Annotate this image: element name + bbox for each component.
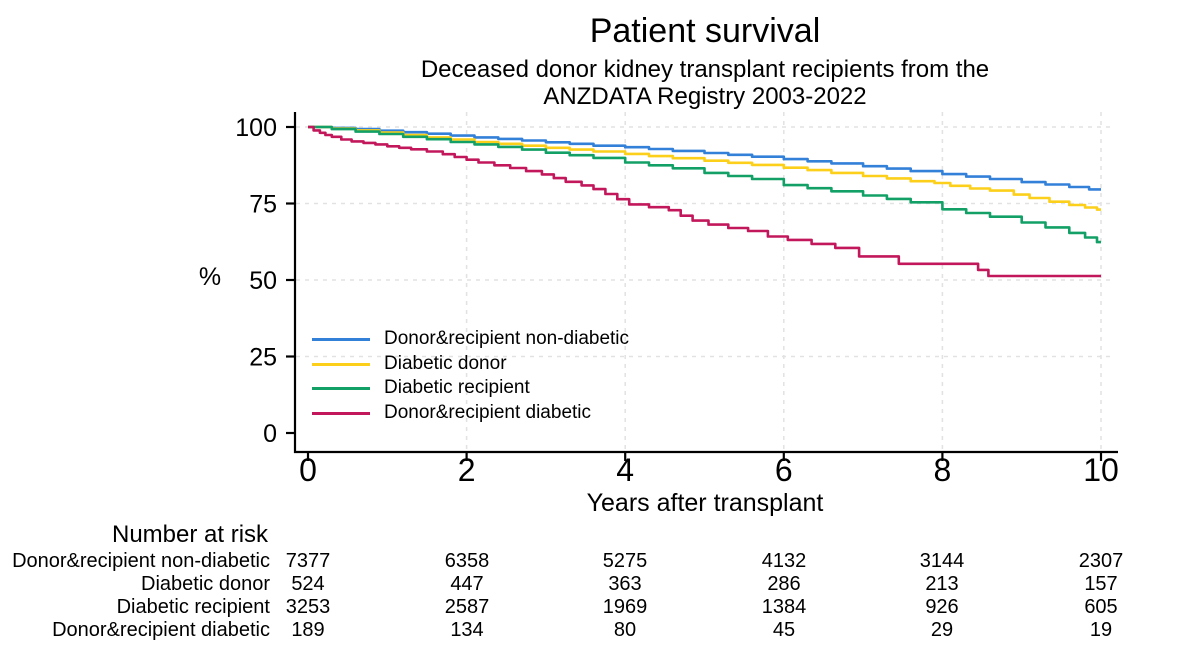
x-tick-label-8: 8 [934, 452, 952, 488]
risk-count: 6358 [444, 550, 490, 572]
risk-count: 4132 [761, 550, 807, 572]
risk-count: 447 [450, 573, 484, 595]
x-tick-label-6: 6 [775, 452, 793, 488]
risk-count: 7377 [285, 550, 331, 572]
chart-subtitle-line-2: ANZDATA Registry 2003-2022 [543, 83, 867, 110]
risk-table-row-both-diabetic: Donor&recipient diabetic 189 134 80 45 2… [0, 619, 1200, 642]
legend-label: Diabetic recipient [384, 377, 530, 398]
risk-count: 3144 [919, 550, 965, 572]
legend-item-non-diabetic: Donor&recipient non-diabetic [312, 328, 629, 350]
risk-table-row-non-diabetic: Donor&recipient non-diabetic 7377 6358 5… [0, 550, 1200, 573]
chart-subtitle: Deceased donor kidney transplant recipie… [205, 56, 1200, 110]
legend-item-diabetic-recipient: Diabetic recipient [312, 377, 530, 399]
survival-curve-diabetic_recipient [308, 125, 1101, 244]
risk-count: 1384 [761, 596, 807, 618]
risk-row-label: Donor&recipient non-diabetic [12, 550, 270, 572]
x-tick-label-10: 10 [1083, 452, 1119, 488]
risk-count: 29 [930, 619, 954, 641]
risk-count: 2307 [1078, 550, 1124, 572]
legend-line-swatch-yellow [312, 362, 370, 366]
y-tick-label-100: 100 [235, 114, 277, 142]
risk-table-header: Number at risk [112, 521, 269, 548]
risk-row-label: Diabetic donor [141, 573, 270, 595]
risk-count: 926 [925, 596, 959, 618]
legend-label: Diabetic donor [384, 353, 507, 374]
risk-count: 157 [1084, 573, 1118, 595]
risk-count: 363 [608, 573, 642, 595]
legend-label: Donor&recipient diabetic [384, 402, 592, 423]
legend-item-both-diabetic: Donor&recipient diabetic [312, 402, 591, 424]
risk-count: 2587 [444, 596, 490, 618]
risk-row-label: Donor&recipient diabetic [52, 619, 270, 641]
risk-count: 5275 [602, 550, 648, 572]
risk-count: 80 [613, 619, 637, 641]
risk-count: 189 [291, 619, 325, 641]
risk-count: 286 [767, 573, 801, 595]
y-tick-label-25: 25 [249, 344, 277, 372]
risk-table-row-diabetic-donor: Diabetic donor 524 447 363 286 213 157 [0, 573, 1200, 596]
x-tick-label-2: 2 [458, 452, 476, 488]
x-tick-label-4: 4 [616, 452, 634, 488]
y-tick-label-50: 50 [249, 267, 277, 295]
legend-line-swatch-green [312, 386, 370, 390]
y-tick-label-0: 0 [263, 420, 277, 448]
y-axis-title: % [198, 263, 222, 291]
chart-title: Patient survival [589, 12, 821, 50]
risk-row-label: Diabetic recipient [116, 596, 270, 618]
risk-count: 605 [1084, 596, 1118, 618]
risk-count: 134 [450, 619, 484, 641]
risk-count: 3253 [285, 596, 331, 618]
risk-count: 213 [925, 573, 959, 595]
risk-count: 524 [291, 573, 325, 595]
risk-count: 1969 [602, 596, 648, 618]
survival-curve-both_diabetic [308, 125, 1101, 278]
x-axis-title: Years after transplant [586, 489, 824, 517]
legend-label: Donor&recipient non-diabetic [384, 328, 630, 349]
risk-count: 19 [1089, 619, 1113, 641]
y-tick-label-75: 75 [249, 191, 277, 219]
legend-item-diabetic-donor: Diabetic donor [312, 353, 507, 375]
legend-line-swatch-blue [312, 337, 370, 341]
legend-line-swatch-red [312, 411, 370, 415]
risk-table-row-diabetic-recipient: Diabetic recipient 3253 2587 1969 1384 9… [0, 596, 1200, 619]
x-tick-label-0: 0 [299, 452, 317, 488]
survival-curve-non_diabetic [308, 125, 1101, 191]
chart-subtitle-line-1: Deceased donor kidney transplant recipie… [420, 56, 990, 83]
risk-count: 45 [772, 619, 796, 641]
